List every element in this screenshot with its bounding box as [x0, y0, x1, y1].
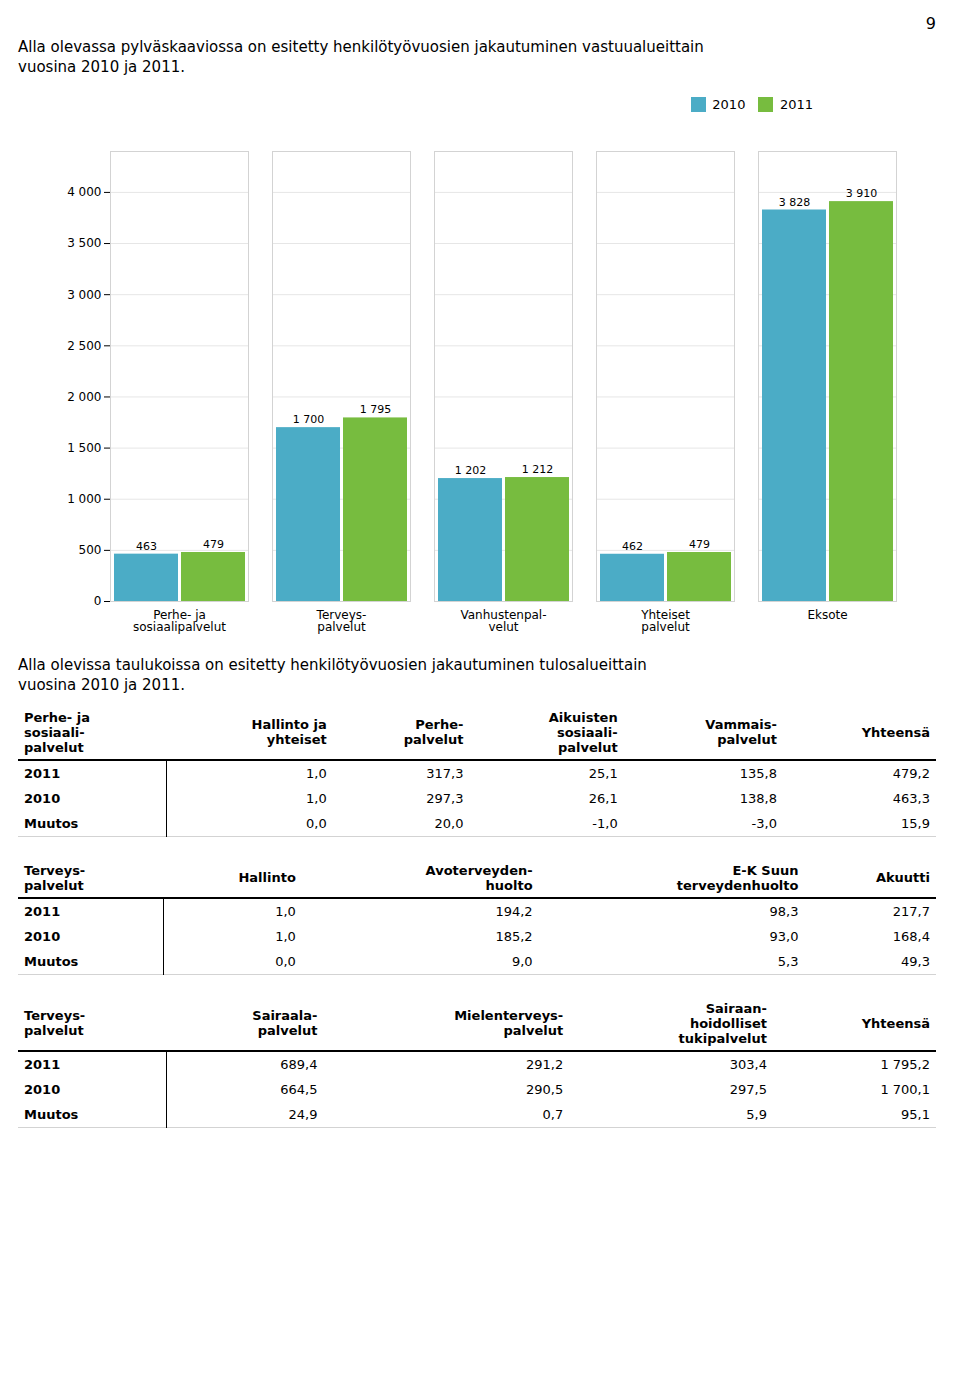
html-text:135,8: 135,8: [739, 765, 777, 781]
html-text:Yhteensä: Yhteensä: [861, 724, 930, 740]
svg-text:1 000: 1 000: [67, 492, 101, 506]
html-text:5,9: 5,9: [746, 1106, 767, 1122]
html-text:2010: 2010: [24, 790, 61, 806]
html-text:Perhe- ja sosiaali- palvelut: Perhe- ja sosiaali- palvelut: [24, 709, 90, 755]
svg-text:463: 463: [136, 540, 157, 553]
html-text:Hallinto: Hallinto: [238, 870, 296, 885]
svg-text:1 700: 1 700: [293, 413, 325, 426]
html-text:2010: 2010: [712, 96, 746, 112]
html-text:Yhteensä: Yhteensä: [861, 1015, 930, 1031]
html-text:-1,0: -1,0: [592, 815, 618, 831]
svg-text:3 910: 3 910: [846, 187, 878, 200]
html-text:9,0: 9,0: [511, 953, 533, 969]
html-text:290,5: 290,5: [526, 1081, 564, 1097]
html-text:297,5: 297,5: [729, 1081, 767, 1097]
svg-text:1 212: 1 212: [522, 463, 554, 476]
svg-text:Vanhustenpal-velut: Vanhustenpal-velut: [460, 608, 546, 634]
html-text:Avoterveyden- huolto: Avoterveyden- huolto: [425, 862, 533, 893]
html-text:291,2: 291,2: [526, 1056, 564, 1072]
html-text:9: 9: [925, 14, 936, 33]
html-text:297,3: 297,3: [426, 790, 464, 806]
html-text:479,2: 479,2: [892, 765, 930, 781]
svg-text:0: 0: [94, 594, 102, 608]
svg-text:Terveys-palvelut: Terveys-palvelut: [316, 608, 367, 634]
html-text:Sairaala- palvelut: Sairaala- palvelut: [252, 1008, 318, 1038]
html-text:Muutos: Muutos: [24, 815, 79, 831]
html-text:1 795,2: 1 795,2: [880, 1056, 930, 1072]
html-text:26,1: 26,1: [588, 790, 618, 806]
svg-text:462: 462: [622, 540, 643, 553]
html-text:463,3: 463,3: [892, 790, 930, 806]
html-text:217,7: 217,7: [892, 903, 930, 919]
html-text:93,0: 93,0: [769, 928, 799, 944]
html-text:138,8: 138,8: [739, 790, 777, 806]
html-text:689,4: 689,4: [280, 1056, 318, 1072]
html-text:1,0: 1,0: [306, 790, 327, 806]
html-text:0,0: 0,0: [306, 815, 327, 831]
html-text:Muutos: Muutos: [24, 953, 79, 969]
svg-text:479: 479: [689, 538, 710, 551]
html-text:20,0: 20,0: [434, 815, 464, 831]
html-text:2010: 2010: [24, 928, 61, 944]
html-text:24,9: 24,9: [288, 1106, 318, 1122]
html-text:-3,0: -3,0: [751, 815, 777, 831]
html-text:194,2: 194,2: [495, 903, 533, 919]
html-text:2011: 2011: [24, 903, 61, 919]
html-text:0,0: 0,0: [275, 953, 296, 969]
html-text:168,4: 168,4: [892, 928, 930, 944]
svg-text:1 202: 1 202: [455, 464, 487, 477]
svg-text:2 500: 2 500: [67, 339, 101, 353]
html-text:1 700,1: 1 700,1: [880, 1081, 930, 1097]
html-text:303,4: 303,4: [729, 1056, 767, 1072]
svg-text:479: 479: [203, 538, 224, 551]
html-text:2011: 2011: [24, 765, 61, 781]
html-text:2010: 2010: [24, 1081, 61, 1097]
html-text:Akuutti: Akuutti: [875, 870, 930, 885]
html-text:Hallinto ja yhteiset: Hallinto ja yhteiset: [251, 717, 327, 747]
html-text:2011: 2011: [779, 96, 813, 112]
html-text:98,3: 98,3: [769, 903, 799, 919]
html-text:Vammais- palvelut: Vammais- palvelut: [705, 717, 777, 747]
svg-text:500: 500: [79, 543, 102, 557]
html-text:Aikuisten sosiaali- palvelut: Aikuisten sosiaali- palvelut: [548, 709, 618, 755]
html-text:1,0: 1,0: [306, 765, 327, 781]
html-text:Muutos: Muutos: [24, 1106, 79, 1122]
html-text:1,0: 1,0: [275, 903, 296, 919]
html-text:49,3: 49,3: [901, 953, 930, 969]
html-text:15,9: 15,9: [901, 815, 930, 831]
html-text:5,3: 5,3: [777, 953, 799, 969]
html-text:Mielenterveys- palvelut: Mielenterveys- palvelut: [454, 1008, 564, 1038]
svg-text:2 000: 2 000: [67, 390, 101, 404]
svg-text:Eksote: Eksote: [807, 608, 847, 622]
html-text:Terveys- palvelut: Terveys- palvelut: [24, 862, 86, 893]
svg-text:4 000: 4 000: [67, 185, 101, 199]
html-text:E-K Suun terveydenhuolto: E-K Suun terveydenhuolto: [676, 862, 799, 893]
html-text:185,2: 185,2: [495, 928, 533, 944]
svg-text:1 500: 1 500: [67, 441, 101, 455]
html-text:Perhe- palvelut: Perhe- palvelut: [403, 717, 464, 747]
svg-text:3 500: 3 500: [67, 236, 101, 250]
html-text:25,1: 25,1: [588, 765, 618, 781]
svg-text:3 828: 3 828: [779, 196, 811, 209]
svg-text:Perhe- jasosiaalipalvelut: Perhe- jasosiaalipalvelut: [133, 608, 226, 634]
html-text:Terveys- palvelut: Terveys- palvelut: [24, 1008, 86, 1038]
html-text:95,1: 95,1: [901, 1106, 930, 1122]
svg-text:1 795: 1 795: [360, 403, 392, 416]
html-text:1,0: 1,0: [275, 928, 296, 944]
html-text:317,3: 317,3: [426, 765, 464, 781]
svg-text:3 000: 3 000: [67, 288, 101, 302]
html-text:Sairaan- hoidolliset tukipalve: Sairaan- hoidolliset tukipalvelut: [678, 1000, 767, 1046]
html-text:Alla olevissa taulukoissa on e: Alla olevissa taulukoissa on esitetty he…: [18, 656, 647, 695]
html-text:Alla olevassa pylväskaaviossa: Alla olevassa pylväskaaviossa on esitett…: [18, 38, 704, 77]
svg-text:Yhteisetpalvelut: Yhteisetpalvelut: [640, 608, 690, 634]
html-text:664,5: 664,5: [280, 1081, 318, 1097]
html-text:0,7: 0,7: [542, 1106, 564, 1122]
html-text:2011: 2011: [24, 1056, 61, 1072]
